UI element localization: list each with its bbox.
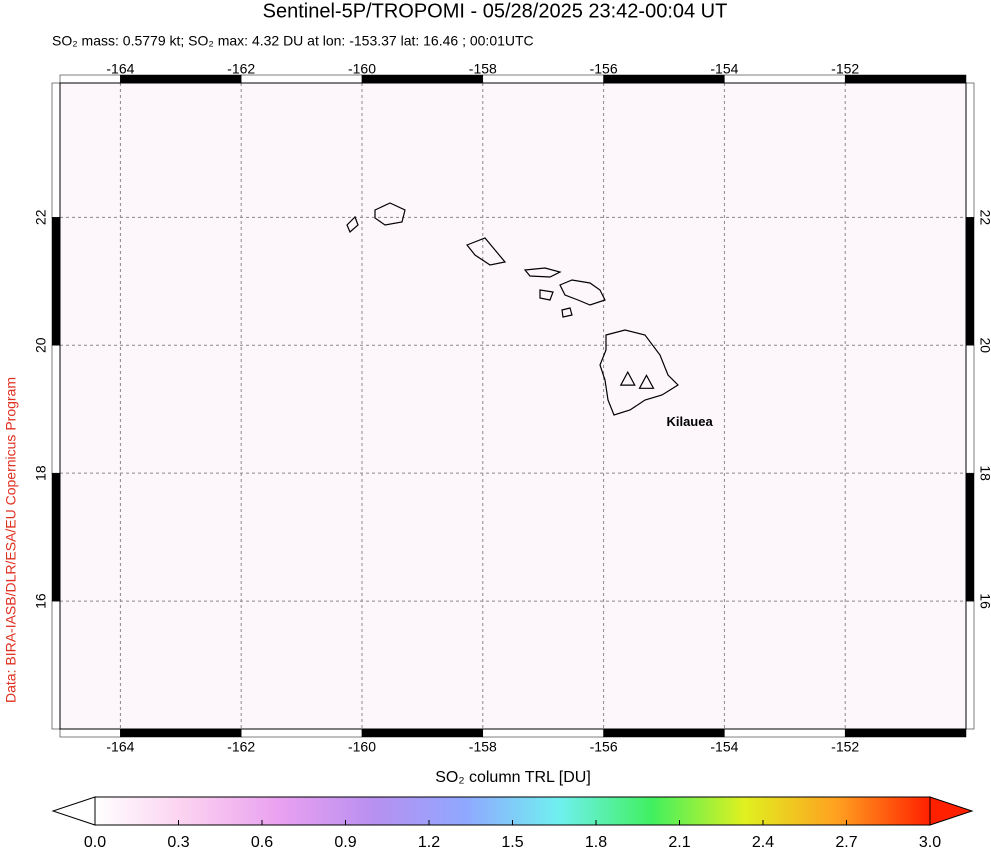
frame-segment (361, 728, 484, 738)
x-tick-label: -152 (831, 739, 859, 755)
x-tick-label: -160 (348, 61, 376, 77)
frame-segment (240, 728, 363, 738)
frame-segment (120, 74, 242, 84)
colorbar-tick-label: 0.3 (167, 834, 189, 851)
colorbar-tick-label: 0.9 (334, 834, 356, 851)
frame-segment (965, 472, 975, 602)
molokai (523, 267, 562, 278)
colorbar-tick-label: 1.5 (501, 834, 523, 851)
colorbar-tick-label: 1.2 (418, 834, 440, 851)
lanai (539, 289, 554, 301)
x-tick-label: -162 (227, 739, 255, 755)
y-tick-label: 20 (33, 337, 49, 353)
colorbar-tick-label: 1.8 (585, 834, 607, 851)
frame-segment (965, 217, 975, 346)
chart-subtitle: SO₂ mass: 0.5779 kt; SO₂ max: 4.32 DU at… (52, 33, 534, 49)
colorbar-tick-label: 2.1 (668, 834, 690, 851)
x-tick-label: -156 (590, 61, 618, 77)
coastlines (346, 202, 679, 416)
kauai (374, 202, 406, 226)
frame-segment (724, 74, 846, 84)
frame-segment (965, 600, 975, 730)
x-tick-label: -162 (227, 61, 255, 77)
x-tick-label: -154 (710, 739, 738, 755)
x-tick-label: -158 (469, 61, 497, 77)
y-tick-label: 16 (977, 593, 991, 609)
credit: Data: BIRA-IASB/DLR/ESA/EU Copernicus Pr… (3, 377, 19, 703)
colorbar-tick-label: 3.0 (919, 834, 941, 851)
y-tick-label: 18 (977, 465, 991, 481)
colorbar-tick-label: 0.6 (251, 834, 273, 851)
x-tick-label: -164 (106, 739, 134, 755)
x-tick-label: -154 (710, 61, 738, 77)
frame-segment (51, 82, 61, 218)
colorbar-extend-high (929, 796, 974, 826)
y-tick-label: 22 (977, 210, 991, 226)
frame-segment (603, 74, 725, 84)
chart-title: Sentinel-5P/TROPOMI - 05/28/2025 23:42-0… (263, 0, 728, 22)
y-tick-label: 20 (977, 337, 991, 353)
x-tick-label: -158 (469, 739, 497, 755)
big-island (599, 329, 679, 416)
frame-segment (51, 600, 61, 730)
map-area (60, 83, 966, 729)
frame-segment (965, 344, 975, 474)
frame-segment (482, 74, 604, 84)
kahoolawe (561, 307, 573, 318)
colorbar-label: SO₂ column TRL [DU] (435, 769, 591, 786)
frame-segment (844, 728, 967, 738)
frame-segment (603, 728, 725, 738)
frame-segment (844, 74, 967, 84)
x-tick-label: -164 (106, 61, 134, 77)
x-tick-label: -160 (348, 739, 376, 755)
volcano-label: Kilauea (666, 414, 713, 429)
frame-segment (51, 217, 61, 346)
colorbar-extend-low (51, 796, 96, 826)
x-tick-label: -156 (590, 739, 618, 755)
volcano-marker (638, 374, 655, 389)
y-tick-label: 18 (33, 465, 49, 481)
frame-segment (482, 728, 604, 738)
volcano-marker (619, 370, 636, 386)
frame-segment (361, 74, 484, 84)
oahu (466, 237, 507, 266)
frame-segment (59, 728, 121, 738)
colorbar-tick-label: 2.4 (752, 834, 774, 851)
y-tick-label: 22 (33, 209, 49, 225)
frame-segment (51, 472, 61, 602)
x-tick-label: -152 (831, 61, 859, 77)
frame-segment (120, 728, 242, 738)
maui (559, 279, 606, 306)
colorbar-tick-label: 2.7 (835, 834, 857, 851)
map-border (59, 82, 967, 730)
colorbar-tick-label: 0.0 (84, 834, 106, 851)
frame-segment (724, 728, 846, 738)
y-tick-label: 16 (33, 593, 49, 609)
frame-segment (51, 344, 61, 474)
frame-segment (240, 74, 363, 84)
frame-segment (965, 82, 975, 218)
niihau (346, 215, 359, 233)
